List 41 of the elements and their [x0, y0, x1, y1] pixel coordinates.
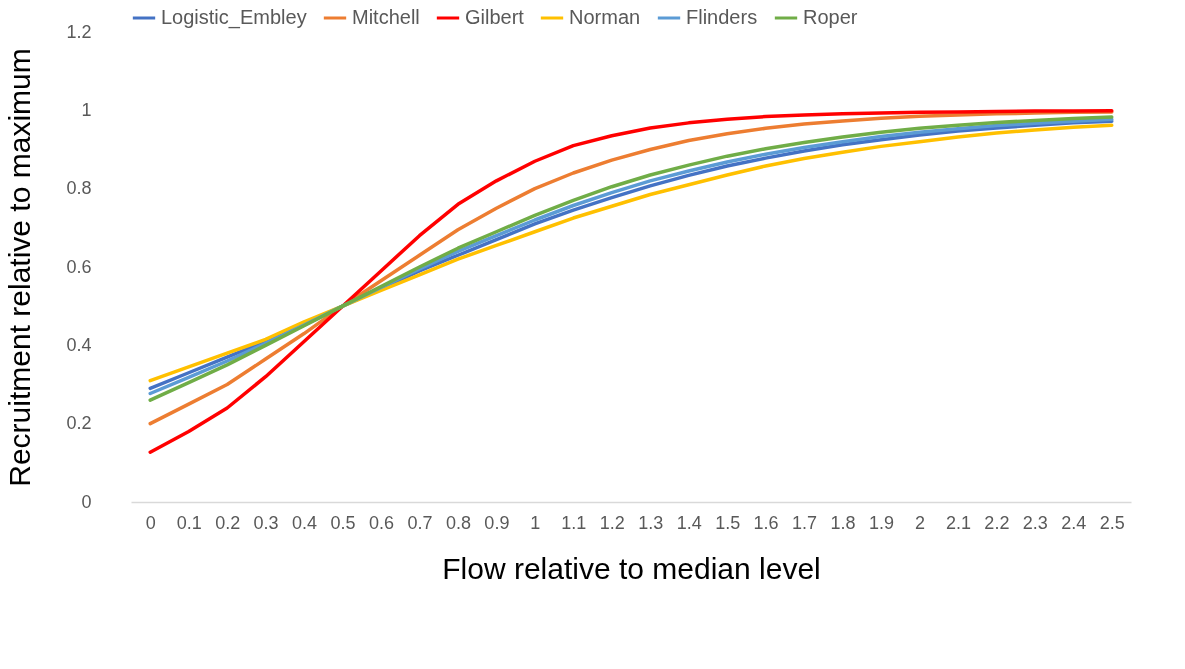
y-tick-label: 0.8: [66, 178, 92, 199]
legend-label: Mitchell: [352, 6, 420, 28]
y-tick-label: 0.6: [66, 256, 92, 277]
legend-label: Norman: [569, 6, 641, 28]
x-tick-label: 2.1: [945, 512, 971, 533]
x-tick-label: 0.1: [176, 512, 202, 533]
x-tick-label: 2.3: [1022, 512, 1048, 533]
legend-label: Flinders: [686, 6, 758, 28]
x-tick-label: 1.9: [868, 512, 895, 533]
x-tick-label: 0.5: [330, 512, 356, 533]
x-tick-label: 0.3: [253, 512, 279, 533]
x-tick-label: 1: [530, 512, 541, 533]
x-tick-label: 1.2: [599, 512, 625, 533]
x-tick-label: 1.6: [753, 512, 779, 533]
x-tick-label: 2: [914, 512, 925, 533]
x-tick-label: 2.4: [1061, 512, 1087, 533]
x-tick-label: 2.5: [1099, 512, 1125, 533]
x-tick-label: 1.5: [715, 512, 741, 533]
x-tick-label: 2.2: [984, 512, 1010, 533]
x-tick-label: 0.2: [215, 512, 241, 533]
x-tick-label: 1.1: [561, 512, 587, 533]
y-tick-label: 0.4: [66, 334, 92, 355]
x-tick-label: 0.8: [445, 512, 471, 533]
x-tick-label: 0.7: [407, 512, 433, 533]
x-tick-label: 0.6: [368, 512, 395, 533]
legend-label: Roper: [803, 6, 858, 28]
x-tick-label: 0.9: [484, 512, 510, 533]
y-tick-label: 0.2: [66, 413, 92, 434]
x-axis-title: Flow relative to median level: [442, 551, 821, 585]
x-tick-label: 1.4: [676, 512, 702, 533]
x-tick-label: 1.7: [792, 512, 818, 533]
legend-label: Gilbert: [465, 6, 525, 28]
y-tick-label: 0: [81, 491, 92, 512]
legend-label: Logistic_Embley: [161, 6, 307, 29]
y-tick-label: 1.2: [66, 21, 92, 42]
x-tick-label: 1.3: [638, 512, 664, 533]
x-tick-label: 0: [145, 512, 156, 533]
y-axis-title: Recruitment relative to maximum: [3, 48, 37, 487]
y-tick-label: 1: [81, 99, 92, 120]
x-tick-label: 1.8: [830, 512, 856, 533]
x-tick-label: 0.4: [292, 512, 318, 533]
